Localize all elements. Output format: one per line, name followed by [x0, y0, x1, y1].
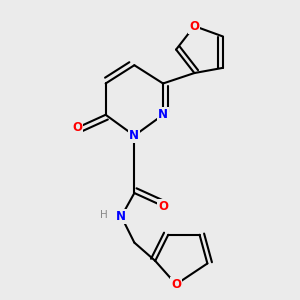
Text: N: N: [116, 210, 126, 223]
Text: O: O: [171, 278, 181, 291]
Text: H: H: [100, 210, 108, 220]
Text: N: N: [129, 129, 139, 142]
Text: N: N: [158, 108, 168, 121]
Text: O: O: [72, 121, 82, 134]
Text: O: O: [189, 20, 199, 33]
Text: O: O: [158, 200, 168, 213]
